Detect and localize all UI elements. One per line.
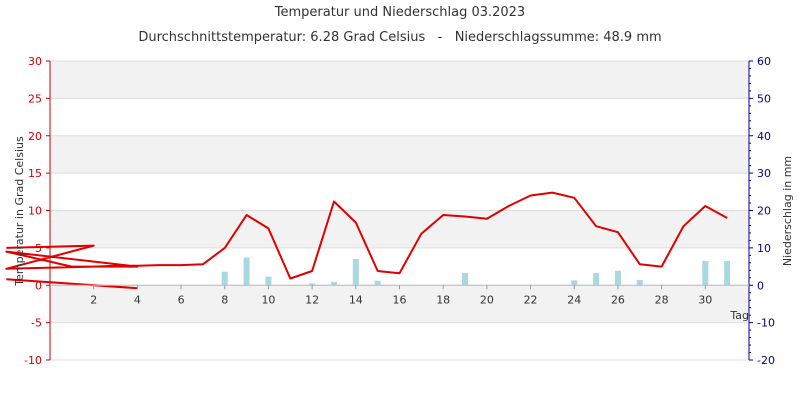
precipitation-bar-day-26	[614, 270, 621, 286]
band-5-10	[50, 210, 749, 248]
x-tick-label-22: 22	[524, 293, 538, 306]
x-tick-label-26: 26	[611, 293, 625, 306]
y-left-tick-label-25: 25	[28, 92, 42, 105]
precipitation-bar-day-12	[309, 283, 316, 286]
chart-title: Temperatur und Niederschlag 03.2023	[274, 5, 525, 20]
band-15-20	[50, 135, 749, 174]
band-25-30	[50, 61, 749, 99]
y-right-tick-label--20: -20	[757, 354, 775, 367]
precipitation-bar-day-9	[243, 257, 250, 286]
precipitation-bar-day-15	[374, 280, 381, 286]
y-right-tick-label-60: 60	[757, 55, 771, 68]
chart-subtitle: Durchschnittstemperatur: 6.28 Grad Celsi…	[138, 30, 661, 45]
x-tick-label-2: 2	[90, 293, 97, 306]
y-right-tick-label-10: 10	[757, 242, 771, 255]
precipitation-bar-day-13	[330, 281, 337, 286]
x-tick-label-28: 28	[655, 293, 669, 306]
precipitation-bar-day-10	[265, 276, 272, 286]
x-tick-label-30: 30	[698, 293, 712, 306]
precipitation-bar-day-19	[462, 272, 469, 286]
x-tick-label-10: 10	[261, 293, 275, 306]
precipitation-bar-day-27	[636, 280, 643, 286]
x-tick-label-24: 24	[567, 293, 581, 306]
x-tick-label-8: 8	[221, 293, 228, 306]
y-right-tick-label-30: 30	[757, 167, 771, 180]
y-left-tick-label-0: 0	[35, 279, 42, 292]
precipitation-bar-day-14	[352, 259, 359, 286]
precipitation-bar-day-30	[702, 260, 709, 286]
temperature-line-tail	[6, 278, 138, 290]
precipitation-bar-day-25	[593, 272, 600, 286]
y-axis-left-label: Temperatur in Grad Celsius	[13, 136, 26, 287]
x-tick-label-4: 4	[134, 293, 141, 306]
y-right-tick-label-20: 20	[757, 205, 771, 218]
y-right-tick-label--10: -10	[757, 317, 775, 330]
y-left-tick-label-5: 5	[35, 242, 42, 255]
x-tick-label-20: 20	[480, 293, 494, 306]
x-tick-label-18: 18	[436, 293, 450, 306]
y-right-tick-label-50: 50	[757, 92, 771, 105]
y-left-tick-label-20: 20	[28, 130, 42, 143]
y-right-tick-label-40: 40	[757, 130, 771, 143]
precipitation-bar-day-8	[221, 271, 228, 286]
background-bands	[50, 61, 749, 323]
y-left-tick-label--10: -10	[24, 354, 42, 367]
axes	[46, 60, 753, 361]
y-left-tick-label-10: 10	[28, 205, 42, 218]
precipitation-bar-day-31	[724, 260, 731, 286]
y-left-tick-label-30: 30	[28, 55, 42, 68]
precipitation-bars	[221, 257, 731, 286]
band--5-0	[50, 285, 749, 323]
temperature-lines	[5, 191, 728, 290]
y-axis-right-label: Niederschlag in mm	[781, 156, 794, 266]
y-left-tick-label-15: 15	[28, 167, 42, 180]
x-tick-label-6: 6	[178, 293, 185, 306]
x-axis-label: Tag	[729, 309, 749, 322]
precipitation-bar-day-24	[571, 280, 578, 286]
y-right-tick-label-0: 0	[757, 279, 764, 292]
x-tick-label-12: 12	[305, 293, 319, 306]
x-tick-label-14: 14	[349, 293, 363, 306]
temperature-line	[5, 191, 728, 280]
y-left-tick-label--5: -5	[31, 317, 42, 330]
x-tick-label-16: 16	[393, 293, 407, 306]
